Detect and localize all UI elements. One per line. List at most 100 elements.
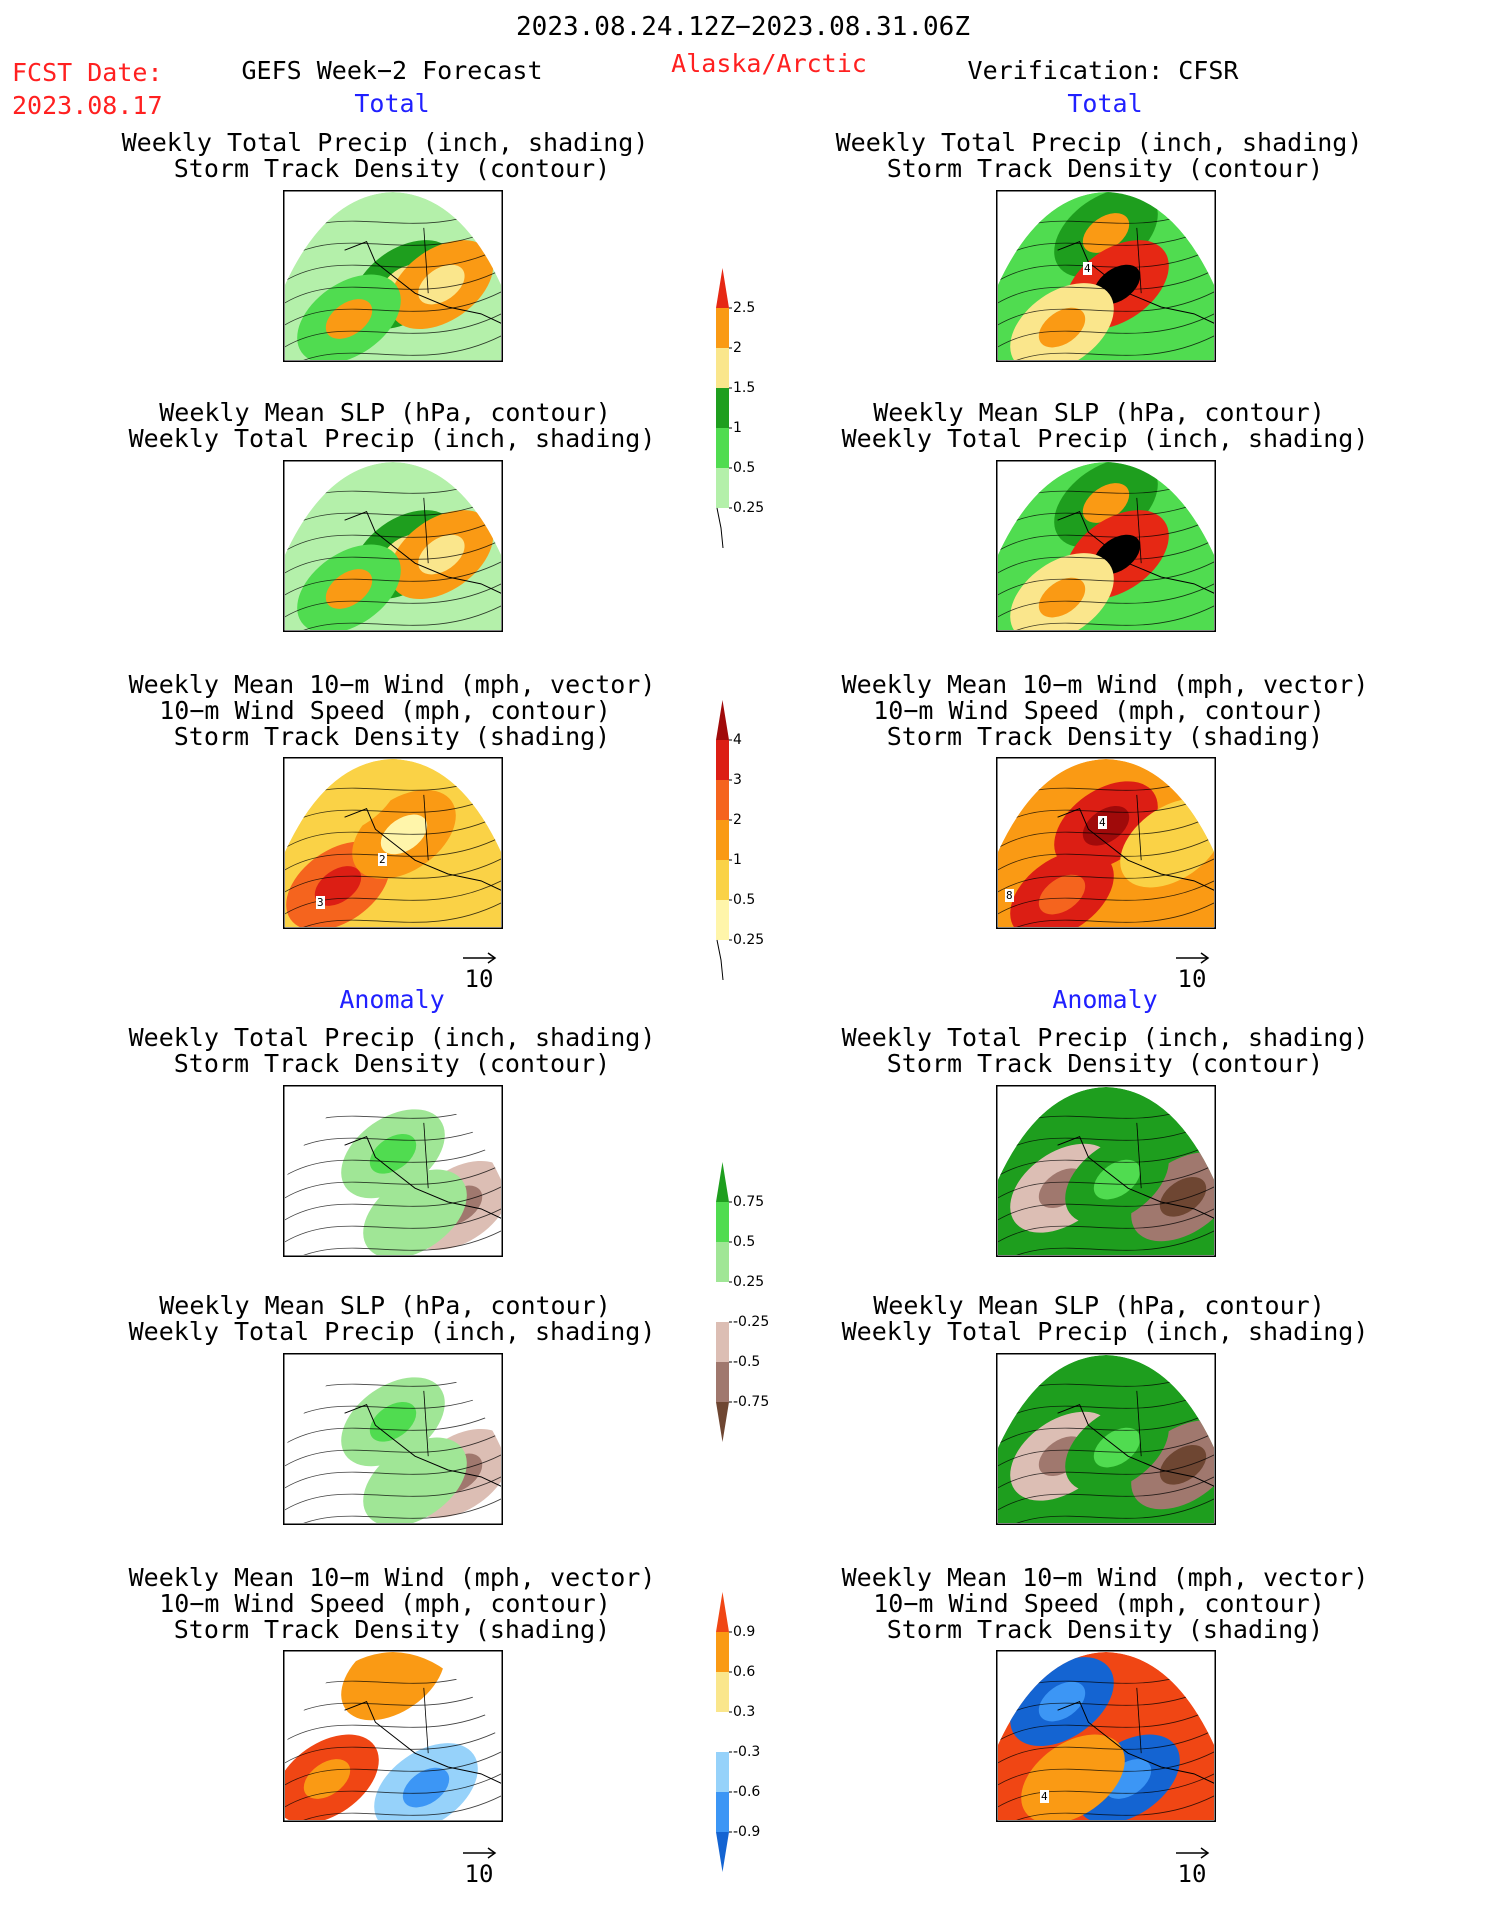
column-label-right-anomaly: Anomaly <box>1052 985 1158 1014</box>
shading-blob-core <box>1159 1176 1207 1217</box>
vector-reference-label: 10 <box>464 965 494 993</box>
colorbar-segment <box>716 1592 729 1632</box>
contour-line <box>285 1229 501 1255</box>
coastline <box>344 1700 501 1785</box>
map-slp-precip-anomaly-forecast <box>283 1353 503 1525</box>
colorbar-tail <box>716 939 724 981</box>
coastline <box>1057 240 1214 325</box>
colorbar-segment <box>716 308 729 348</box>
contour-line <box>285 1475 501 1512</box>
title-wind-track-total-fcst-line3: Storm Track Density (shading) <box>173 722 611 751</box>
contour-line <box>998 1453 1214 1490</box>
title-wind-track-anom-verif-line3: Storm Track Density (shading) <box>886 1615 1324 1644</box>
contour-line <box>998 516 1214 553</box>
vector-reference-label: 10 <box>1177 1860 1207 1888</box>
shading-blob-core <box>1038 1681 1086 1722</box>
panel-frame <box>996 460 1216 632</box>
panel-frame <box>283 190 503 362</box>
colorbar-segment <box>716 780 729 820</box>
contour-line <box>285 813 501 850</box>
coastline <box>344 807 501 892</box>
coastline <box>344 1135 501 1220</box>
vector-reference-arrow <box>462 952 498 964</box>
colorbar-segment <box>716 468 729 508</box>
contour-line <box>998 582 1214 619</box>
title-precip-track-anom-fcst-line2: Storm Track Density (contour) <box>173 1049 611 1078</box>
map-precip-track-anomaly-forecast <box>283 1085 503 1257</box>
contour-line <box>998 1431 1214 1468</box>
contour-line <box>998 224 1214 261</box>
colorbar-segment <box>716 268 729 308</box>
period-title: 2023.08.24.12Z−2023.08.31.06Z <box>516 12 970 42</box>
vector-reference-label: 10 <box>464 1860 494 1888</box>
panel-frame <box>996 190 1216 362</box>
colorbar-segment <box>716 860 729 900</box>
colorbar-tick-label: 0.75 <box>733 1194 764 1210</box>
border-line <box>1136 1122 1142 1189</box>
map-wind-track-total-forecast <box>283 757 503 929</box>
fcst-date-value: 2023.08.17 <box>12 91 163 120</box>
contour-line <box>998 1794 1214 1820</box>
contour-line <box>285 1185 501 1222</box>
coastline <box>1057 510 1214 595</box>
contour-line <box>285 538 501 575</box>
coastline <box>344 510 501 595</box>
title-slp-precip-anom-verif-line2: Weekly Total Precip (inch, shading) <box>841 1317 1369 1346</box>
coastline <box>344 240 501 325</box>
border-line <box>1136 794 1142 861</box>
contour-line <box>285 1431 501 1468</box>
contour-line <box>285 312 501 349</box>
contour-line <box>998 560 1214 597</box>
contour-line <box>285 334 501 360</box>
contour-line <box>285 1684 501 1721</box>
panel-frame <box>283 1353 503 1525</box>
title-wind-track-total-verif-line3: Storm Track Density (shading) <box>886 722 1324 751</box>
title-slp-precip-anom-fcst-line2: Weekly Total Precip (inch, shading) <box>128 1317 656 1346</box>
contour-line <box>285 1141 501 1178</box>
shading-blob-core <box>418 264 465 305</box>
colorbar-total-precip: 0.25 0.5 1 1.5 2 2.5 <box>716 268 786 558</box>
vector-reference-label: 10 <box>1177 965 1207 993</box>
colorbar-tick-label: 0.6 <box>733 1664 755 1680</box>
forecast-title: GEFS Week−2 Forecast <box>241 56 543 85</box>
title-precip-track-total-fcst-line1: Weekly Total Precip (inch, shading) <box>121 128 649 157</box>
contour-line <box>998 901 1214 927</box>
contour-line <box>998 1229 1214 1255</box>
contour-line <box>998 791 1214 828</box>
region-title: Alaska/Arctic <box>671 49 867 78</box>
contour-line <box>285 268 501 305</box>
colorbar-tick-label: 0.25 <box>733 500 764 516</box>
contour-label: 8 <box>1005 889 1014 902</box>
vector-reference-arrow <box>1175 1847 1211 1859</box>
map-precip-track-anomaly-verification <box>996 1085 1216 1257</box>
contour-line <box>285 1163 501 1200</box>
coastline <box>1057 1135 1214 1220</box>
contour-line <box>998 494 1214 531</box>
shading-blob-core <box>418 534 465 575</box>
colorbar-total-storm-track: 0.25 0.5 1 2 3 4 <box>716 700 786 990</box>
border-line <box>423 227 429 294</box>
colorbar-tick-label: 2.5 <box>733 300 755 316</box>
colorbar-tick-label: 3 <box>733 772 742 788</box>
shading-blob-core <box>303 1759 351 1799</box>
map-slp-precip-anomaly-verification <box>996 1353 1216 1525</box>
contour-line <box>998 604 1214 630</box>
coastline <box>1057 1700 1214 1785</box>
colorbar-tick-label: -0.9 <box>733 1824 760 1840</box>
contour-line <box>285 1772 501 1809</box>
contour-line <box>285 1750 501 1787</box>
shading-blob-core <box>325 771 373 812</box>
contour-line <box>285 1409 501 1446</box>
title-precip-track-total-fcst-line2: Storm Track Density (contour) <box>173 154 611 183</box>
contour-line <box>285 1728 501 1765</box>
title-slp-precip-anom-verif-line1: Weekly Mean SLP (hPa, contour) <box>873 1291 1325 1320</box>
colorbar-segment <box>716 388 729 428</box>
colorbar-segment <box>716 1202 729 1242</box>
title-wind-track-anom-verif-line1: Weekly Mean 10−m Wind (mph, vector) <box>841 1563 1369 1592</box>
colorbar-tick-label: 4 <box>733 732 742 748</box>
panel-frame <box>996 1353 1216 1525</box>
title-wind-track-anom-fcst-line2: 10−m Wind Speed (mph, contour) <box>159 1589 611 1618</box>
contour-line <box>998 813 1214 850</box>
contour-line <box>998 1772 1214 1809</box>
colorbar-segment <box>716 1632 729 1672</box>
